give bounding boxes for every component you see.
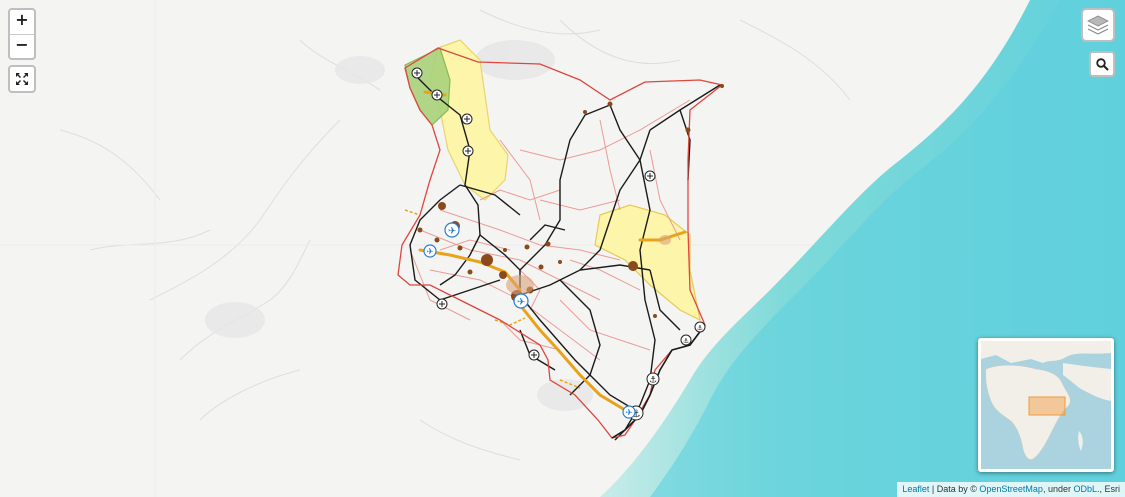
urban-areas	[506, 235, 671, 295]
minimap-arabia	[1063, 363, 1111, 401]
city-marker	[607, 101, 613, 107]
airport-icon: ✈	[513, 293, 529, 309]
airport-markers[interactable]: ✈ ✈ ✈ ✈	[423, 222, 636, 419]
crossing-icon	[528, 349, 540, 361]
city-marker	[558, 260, 562, 264]
city-marker	[503, 248, 507, 252]
attribution: Leaflet | Data by © OpenStreetMap, under…	[897, 482, 1125, 497]
port-icon: ⚓	[646, 372, 660, 386]
attribution-under: , under	[1042, 484, 1074, 494]
city-marker	[467, 269, 473, 275]
city-marker	[438, 202, 446, 210]
svg-text:⚓: ⚓	[697, 324, 703, 332]
svg-text:⚓: ⚓	[683, 337, 689, 345]
city-marker	[457, 245, 463, 251]
crossing-icon	[436, 298, 448, 310]
attribution-separator: | Data by ©	[929, 484, 980, 494]
country-border[interactable]	[397, 47, 724, 439]
city-marker	[720, 84, 724, 88]
layers-control-button[interactable]	[1081, 8, 1115, 42]
port-markers[interactable]: ⚓ ⚓ ⚓ ⚓	[628, 321, 706, 421]
crossing-icon	[411, 67, 423, 79]
city-marker	[481, 254, 493, 266]
minimap-madagascar	[1078, 431, 1083, 451]
minimap-canvas[interactable]	[981, 341, 1111, 469]
airport-icon: ✈	[444, 222, 460, 238]
minimap[interactable]	[978, 338, 1114, 472]
region-eastern[interactable]	[594, 204, 701, 322]
search-button[interactable]	[1089, 51, 1115, 77]
svg-text:⚓: ⚓	[649, 376, 657, 386]
search-icon	[1095, 57, 1109, 71]
minimap-europe	[981, 341, 1111, 363]
city-marker	[685, 127, 691, 133]
zoom-out-button[interactable]: −	[10, 34, 34, 58]
fullscreen-control	[8, 65, 36, 93]
crossing-icon	[431, 89, 443, 101]
city-marker	[524, 244, 530, 250]
zoom-in-button[interactable]: +	[15, 10, 29, 29]
city-marker	[417, 227, 423, 233]
city-marker	[583, 110, 587, 114]
attribution-suffix: ., Esri	[1096, 484, 1120, 494]
crossing-icon	[644, 170, 656, 182]
layers-icon	[1087, 15, 1109, 35]
crossing-icon	[462, 145, 474, 157]
city-marker	[628, 261, 638, 271]
svg-text:✈: ✈	[426, 248, 434, 258]
svg-text:✈: ✈	[517, 297, 525, 308]
airport-icon: ✈	[423, 244, 437, 258]
osm-link[interactable]: OpenStreetMap	[979, 484, 1043, 494]
corridor-dashed	[404, 209, 581, 389]
leaflet-link[interactable]: Leaflet	[902, 484, 930, 494]
city-marker	[538, 264, 544, 270]
city-marker	[545, 241, 551, 247]
svg-text:⚓: ⚓	[632, 409, 641, 420]
fullscreen-button[interactable]	[10, 67, 34, 91]
airport-icon: ✈	[622, 405, 636, 419]
terrain-relief	[59, 9, 851, 461]
city-marker	[499, 271, 507, 279]
city-marker	[434, 237, 440, 243]
minimap-africa	[985, 365, 1071, 460]
minimap-viewport[interactable]	[1028, 396, 1066, 416]
city-marker	[653, 314, 657, 318]
border-crossing-markers[interactable]	[411, 67, 656, 361]
port-icon: ⚓	[694, 321, 706, 333]
terrain-patches	[205, 40, 593, 411]
zoom-control: + −	[8, 8, 36, 60]
svg-text:✈: ✈	[448, 226, 456, 237]
license-link[interactable]: ODbL	[1073, 484, 1097, 494]
fullscreen-icon	[16, 73, 28, 85]
port-icon: ⚓	[680, 334, 692, 346]
crossing-icon	[461, 113, 473, 125]
svg-text:✈: ✈	[625, 409, 633, 419]
